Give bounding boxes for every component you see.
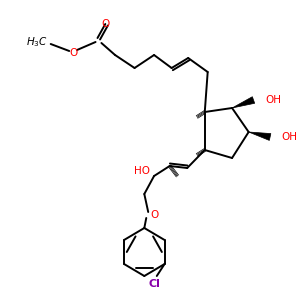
Text: O: O — [101, 19, 110, 29]
Text: OH: OH — [265, 95, 281, 105]
Text: O: O — [69, 48, 77, 58]
Text: Cl: Cl — [149, 279, 161, 289]
Text: HO: HO — [134, 166, 150, 176]
Text: OH: OH — [282, 132, 298, 142]
Text: $H_3C$: $H_3C$ — [26, 35, 48, 49]
Polygon shape — [232, 97, 255, 108]
Text: O: O — [150, 210, 158, 220]
Polygon shape — [249, 132, 271, 140]
